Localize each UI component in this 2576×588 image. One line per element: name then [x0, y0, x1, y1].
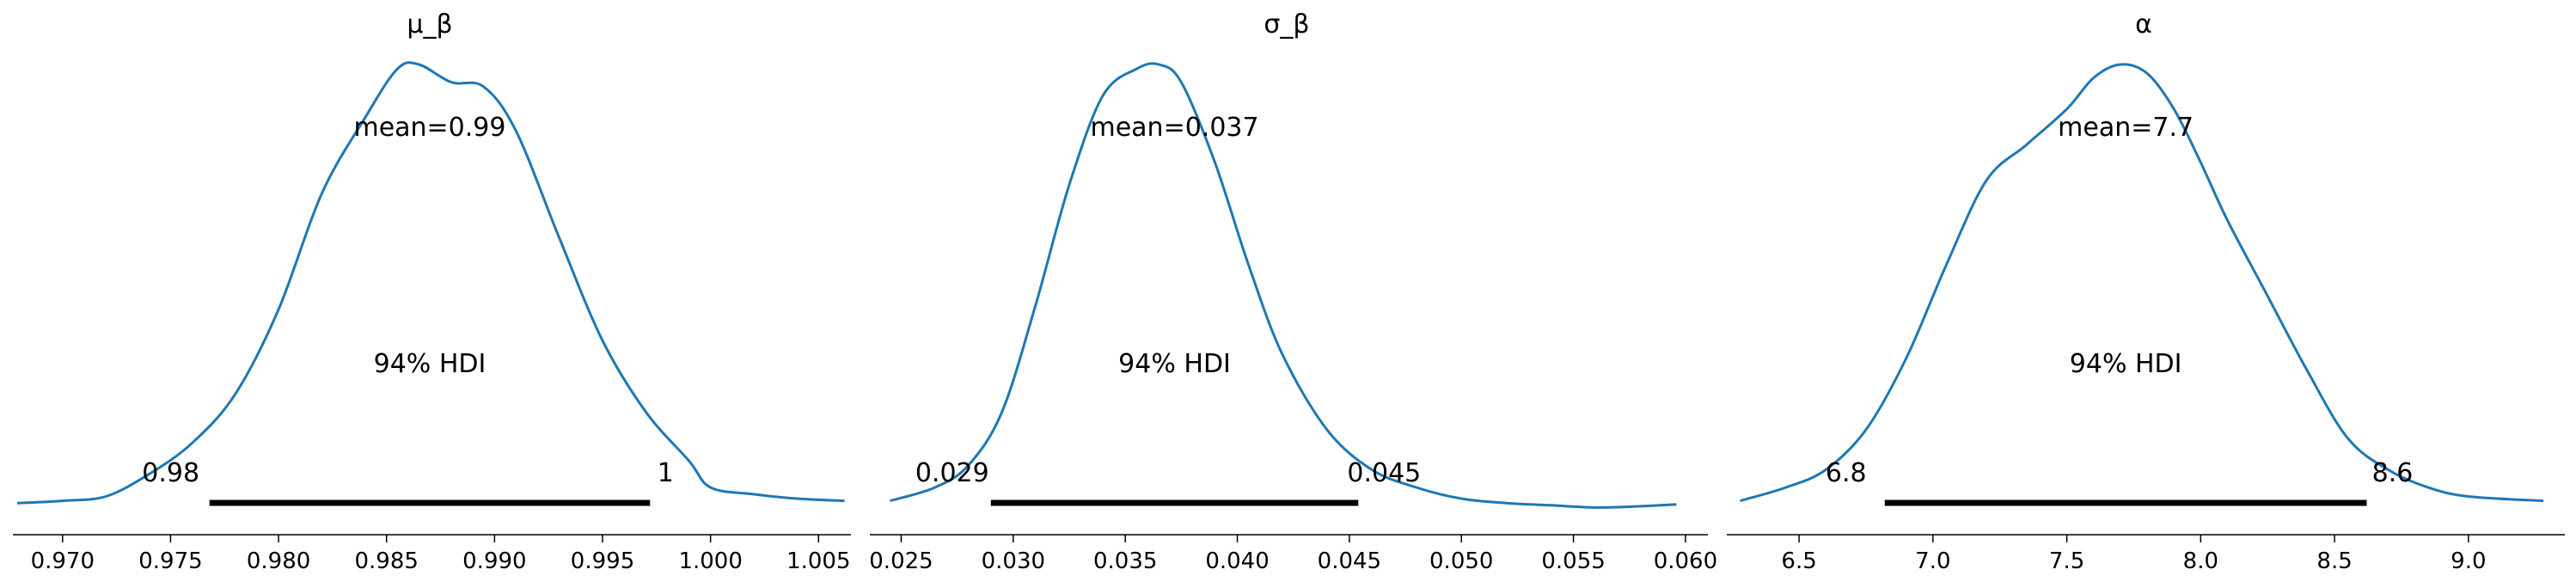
x-ticks: 0.025 0.030 0.035 0.040 0.045 0.050 0.055 0.060: [869, 535, 1717, 574]
hdi-low-label: 0.029: [915, 458, 989, 488]
hdi-label: 94% HDI: [374, 349, 486, 379]
x-ticks: 6.5 7.0 7.5 8.0 8.5 9.0: [1781, 535, 2487, 574]
density-curve: [16, 61, 845, 505]
x-tick-label: 6.5: [1781, 548, 1816, 574]
x-tick-label: 7.0: [1915, 548, 1950, 574]
x-tick-label: 0.050: [1429, 548, 1493, 574]
x-tick-label: 0.060: [1654, 548, 1717, 574]
mean-label: mean=7.7: [2058, 113, 2194, 143]
hdi-label: 94% HDI: [1118, 349, 1231, 379]
x-tick-label: 0.040: [1205, 548, 1269, 574]
x-tick-label: 1.005: [786, 548, 850, 574]
x-tick-label: 0.025: [869, 548, 933, 574]
hdi-low-label: 0.98: [142, 458, 199, 488]
panel-mu-beta: μ_β 0.970 0.975 0.980 0.985 0.990 0.995 1.000 1…: [13, 9, 851, 574]
x-tick-label: 7.5: [2049, 548, 2084, 574]
x-tick-label: 8.5: [2316, 548, 2352, 574]
panel-title: σ_β: [1264, 9, 1309, 40]
x-tick-label: 0.975: [138, 548, 202, 574]
panel-title: α: [2135, 9, 2152, 40]
x-tick-label: 1.000: [678, 548, 742, 574]
panel-sigma-beta: σ_β 0.025 0.030 0.035 0.040 0.045 0.050 0.055 0…: [869, 9, 1717, 574]
x-tick-label: 0.970: [31, 548, 95, 574]
hdi-high-label: 1: [658, 458, 674, 488]
x-tick-label: 0.990: [462, 548, 526, 574]
mean-label: mean=0.99: [353, 113, 505, 143]
hdi-high-label: 0.045: [1347, 458, 1421, 488]
x-tick-label: 0.055: [1541, 548, 1605, 574]
x-tick-label: 0.030: [982, 548, 1045, 574]
x-tick-label: 0.045: [1318, 548, 1381, 574]
density-curve: [890, 62, 1677, 509]
density-curve: [1740, 63, 2544, 503]
x-tick-label: 0.035: [1093, 548, 1157, 574]
panel-alpha: α 6.5 7.0 7.5 8.0 8.5 9.0 mean=7.7 94% HDI 6.…: [1727, 9, 2565, 574]
panel-title: μ_β: [407, 9, 452, 40]
x-tick-label: 0.985: [355, 548, 419, 574]
mean-label: mean=0.037: [1090, 113, 1258, 143]
x-tick-label: 0.980: [247, 548, 310, 574]
x-tick-label: 0.995: [571, 548, 634, 574]
x-ticks: 0.970 0.975 0.980 0.985 0.990 0.995 1.000 1.005: [31, 535, 851, 574]
x-tick-label: 9.0: [2451, 548, 2486, 574]
x-tick-label: 8.0: [2183, 548, 2218, 574]
hdi-low-label: 6.8: [1826, 458, 1867, 488]
hdi-label: 94% HDI: [2070, 349, 2182, 379]
hdi-high-label: 8.6: [2372, 458, 2414, 488]
